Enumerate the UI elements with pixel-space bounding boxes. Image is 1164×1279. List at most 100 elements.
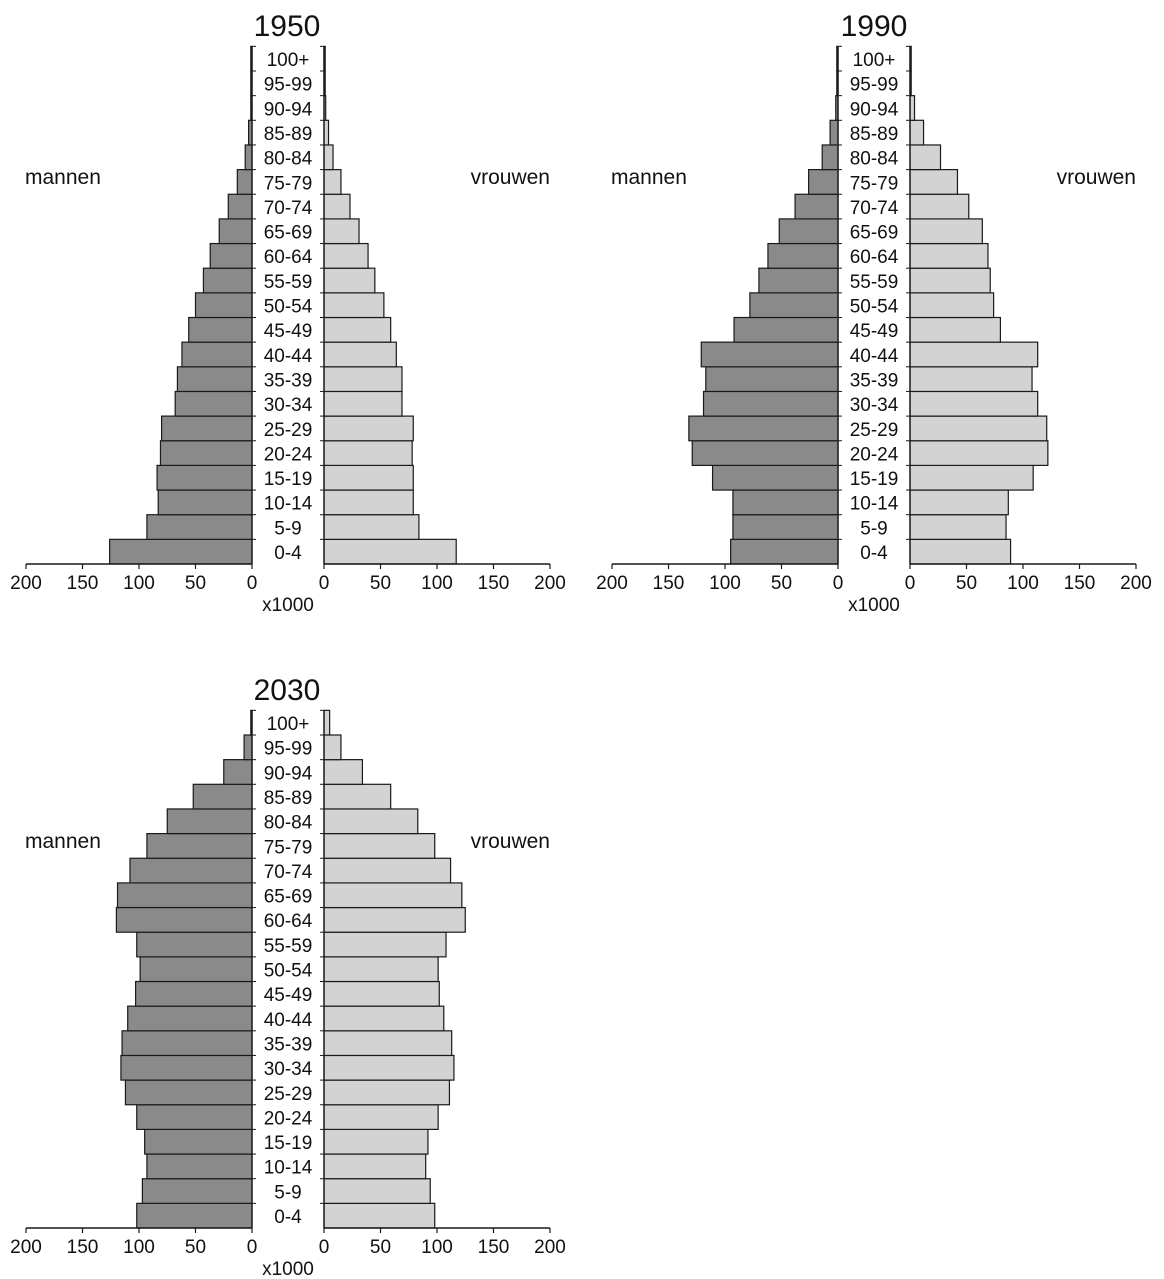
female-bar-45-49: [323, 980, 440, 1007]
female-bar-75-79: [909, 169, 959, 195]
male-bar-10-14: [157, 489, 253, 516]
age-label-55-59: 55-59: [264, 936, 313, 957]
age-label-85-89: 85-89: [850, 124, 899, 145]
male-bar-20-24: [136, 1104, 253, 1130]
pyramid-2030: 2030 mannen vrouwen 0-4 5-9 10-14 15-19 20-24 25…: [10, 674, 566, 1279]
male-bar-70-74: [129, 857, 253, 884]
male-tick-label: 50: [771, 573, 792, 594]
female-tick-label: 150: [478, 573, 510, 594]
female-bar-65-69: [909, 218, 983, 245]
female-tick-label: 50: [956, 573, 977, 594]
age-label-50-54: 50-54: [264, 961, 313, 982]
female-bar-50-54: [909, 292, 995, 319]
age-label-5-9: 5-9: [274, 518, 301, 539]
female-tick-label: 200: [534, 573, 566, 594]
age-label-55-59: 55-59: [264, 272, 313, 293]
age-label-50-54: 50-54: [850, 297, 899, 318]
age-label-20-24: 20-24: [264, 444, 313, 465]
male-bar-65-69: [218, 218, 253, 245]
age-label-90-94: 90-94: [264, 763, 313, 784]
female-bar-25-29: [323, 415, 414, 442]
male-tick-label: 0: [247, 1237, 258, 1258]
age-label-0-4: 0-4: [274, 543, 302, 564]
male-bar-70-74: [227, 193, 253, 220]
age-label-65-69: 65-69: [850, 223, 899, 244]
female-bar-0-4: [323, 1202, 436, 1229]
female-bar-60-64: [909, 242, 989, 269]
male-bar-5-9: [146, 514, 253, 540]
female-bar-40-44: [323, 341, 397, 368]
age-label-75-79: 75-79: [850, 173, 899, 194]
female-label: vrouwen: [471, 830, 550, 853]
female-bar-25-29: [909, 415, 1048, 442]
age-label-45-49: 45-49: [850, 321, 899, 342]
female-bar-5-9: [323, 514, 420, 540]
female-tick-label: 150: [478, 1237, 510, 1258]
male-bar-20-24: [691, 440, 839, 466]
age-label-100+: 100+: [267, 50, 310, 71]
female-tick-label: 100: [421, 573, 453, 594]
age-label-40-44: 40-44: [850, 346, 899, 367]
female-bar-85-89: [323, 783, 392, 810]
male-bar-50-54: [194, 292, 253, 319]
female-bar-70-74: [323, 857, 452, 884]
age-label-40-44: 40-44: [264, 1010, 313, 1031]
age-label-70-74: 70-74: [264, 198, 313, 219]
age-label-5-9: 5-9: [860, 518, 887, 539]
age-label-75-79: 75-79: [264, 173, 313, 194]
male-bar-20-24: [159, 440, 253, 466]
age-label-90-94: 90-94: [264, 99, 313, 120]
male-bar-15-19: [156, 464, 253, 491]
female-bar-30-34: [323, 390, 403, 417]
age-label-95-99: 95-99: [264, 75, 313, 96]
female-bar-5-9: [323, 1178, 431, 1204]
age-label-30-34: 30-34: [264, 395, 313, 416]
female-tick-label: 150: [1064, 573, 1096, 594]
male-bar-50-54: [749, 292, 839, 319]
male-bar-35-39: [705, 366, 839, 393]
male-tick-label: 100: [123, 573, 155, 594]
female-bar-35-39: [323, 1030, 453, 1057]
age-label-0-4: 0-4: [860, 543, 888, 564]
male-bar-0-4: [136, 1202, 253, 1229]
male-bar-35-39: [176, 366, 253, 393]
age-label-60-64: 60-64: [264, 911, 313, 932]
male-bar-60-64: [115, 906, 253, 933]
male-tick-label: 100: [709, 573, 741, 594]
female-bar-55-59: [323, 931, 447, 958]
male-bar-35-39: [121, 1030, 253, 1057]
age-label-35-39: 35-39: [850, 370, 899, 391]
age-label-20-24: 20-24: [264, 1108, 313, 1129]
male-bar-75-79: [236, 169, 253, 195]
male-bar-65-69: [116, 882, 253, 909]
male-bar-75-79: [808, 169, 839, 195]
age-label-80-84: 80-84: [850, 149, 899, 170]
male-bar-10-14: [146, 1153, 253, 1180]
male-bar-55-59: [136, 931, 253, 958]
female-bar-75-79: [323, 169, 342, 195]
female-bar-80-84: [323, 808, 419, 835]
female-bar-75-79: [323, 832, 436, 859]
female-tick-label: 0: [905, 573, 916, 594]
male-tick-label: 50: [185, 1237, 206, 1258]
male-bar-25-29: [124, 1079, 253, 1106]
female-bar-65-69: [323, 218, 360, 245]
female-bar-90-94: [323, 759, 364, 785]
age-label-5-9: 5-9: [274, 1182, 301, 1203]
pyramid-1950: 1950 mannen vrouwen 0-4 5-9 10-14 15-19 20-24 25…: [10, 10, 566, 616]
male-bar-50-54: [139, 956, 253, 983]
age-label-45-49: 45-49: [264, 321, 313, 342]
male-tick-label: 150: [67, 1237, 99, 1258]
male-tick-label: 0: [247, 573, 258, 594]
age-label-30-34: 30-34: [264, 1059, 313, 1080]
age-label-10-14: 10-14: [264, 494, 313, 515]
unit-label: x1000: [262, 1259, 314, 1279]
age-label-60-64: 60-64: [850, 247, 899, 268]
age-label-70-74: 70-74: [264, 862, 313, 883]
male-bar-40-44: [181, 341, 253, 368]
male-bar-60-64: [209, 242, 253, 269]
age-label-20-24: 20-24: [850, 444, 899, 465]
male-bar-80-84: [166, 808, 253, 835]
female-bar-60-64: [323, 906, 466, 933]
